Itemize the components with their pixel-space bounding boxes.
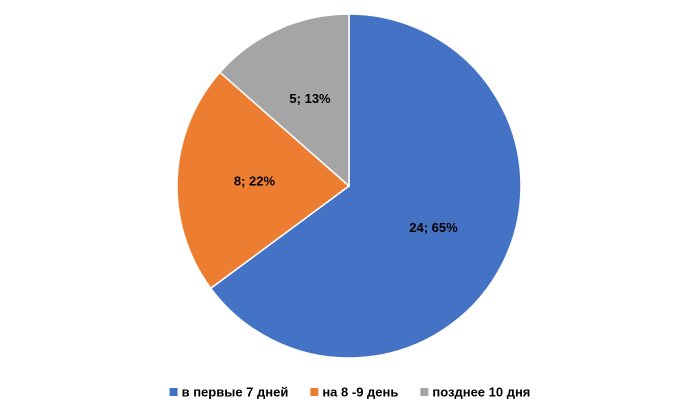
data-label: 8; 22% <box>234 173 276 188</box>
legend-marker <box>310 388 319 396</box>
pie-slice <box>218 13 350 188</box>
legend-marker <box>169 388 178 396</box>
legend-marker <box>420 388 429 396</box>
legend-label: позднее 10 дня <box>432 384 530 399</box>
legend-label: на 8 -9 день <box>322 384 398 399</box>
data-label: 5; 13% <box>289 91 331 106</box>
pie-slice <box>209 13 522 359</box>
legend-label: в первые 7 дней <box>182 384 289 399</box>
data-label: 24; 65% <box>409 220 458 235</box>
pie-slice <box>176 71 351 290</box>
